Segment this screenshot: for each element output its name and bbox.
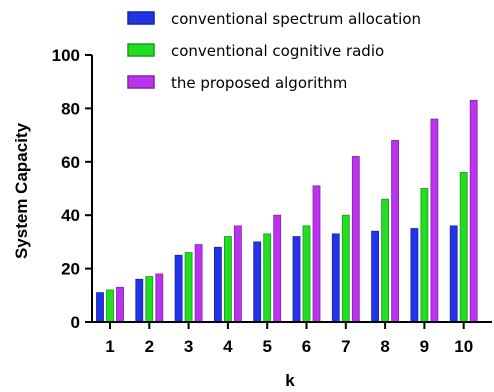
- bar-2-10: [459, 172, 468, 323]
- bar-1-5: [253, 241, 262, 323]
- bar-3-9: [430, 118, 439, 323]
- x-tick-label-1: 1: [105, 337, 114, 356]
- bar-1-4: [213, 246, 222, 323]
- x-tick-label-7: 7: [341, 337, 350, 356]
- x-tick-label-4: 4: [223, 337, 233, 356]
- bar-2-2: [145, 276, 154, 323]
- bar-3-5: [273, 214, 282, 323]
- y-axis-title: System Capacity: [12, 122, 31, 259]
- bar-3-4: [233, 225, 242, 323]
- legend-swatch-2: [127, 43, 155, 57]
- legend-label-1: conventional spectrum allocation: [171, 10, 421, 28]
- bar-1-8: [371, 230, 380, 323]
- bar-1-10: [449, 225, 458, 323]
- bar-1-7: [331, 233, 340, 323]
- x-axis: 1 2 3 4 5 6 7 8 9 10: [91, 321, 492, 356]
- bar-3-2: [155, 273, 164, 323]
- bar-1-3: [174, 254, 183, 323]
- legend: conventional spectrum allocation conventi…: [127, 10, 421, 92]
- legend-swatch-1: [127, 11, 155, 25]
- bar-2-3: [184, 252, 193, 323]
- bar-2-9: [420, 188, 429, 323]
- y-tick-label-20: 20: [61, 260, 80, 279]
- x-tick-label-6: 6: [302, 337, 311, 356]
- bar-2-5: [263, 233, 272, 323]
- y-tick-label-80: 80: [61, 99, 80, 118]
- x-axis-title: k: [285, 371, 295, 390]
- bar-2-6: [302, 225, 311, 323]
- bar-3-8: [391, 140, 400, 323]
- bar-2-8: [381, 198, 390, 323]
- x-tick-label-2: 2: [145, 337, 154, 356]
- y-tick-label-60: 60: [61, 153, 80, 172]
- bar-3-1: [116, 286, 124, 323]
- bar-1-6: [292, 236, 301, 323]
- legend-label-3: the proposed algorithm: [171, 74, 347, 92]
- x-tick-label-9: 9: [420, 337, 429, 356]
- bar-1-9: [410, 228, 419, 323]
- bar-group: [96, 99, 478, 323]
- x-tick-label-8: 8: [380, 337, 389, 356]
- bar-3-7: [351, 156, 360, 323]
- y-tick-label-100: 100: [52, 46, 80, 65]
- bar-2-7: [341, 214, 350, 323]
- y-axis: 0 20 40 60 80 100: [52, 46, 93, 332]
- legend-label-2: conventional cognitive radio: [171, 42, 384, 60]
- legend-swatch-3: [127, 75, 155, 89]
- bar-3-10: [469, 99, 478, 323]
- bar-2-1: [106, 289, 114, 323]
- bar-3-6: [312, 185, 321, 323]
- bar-3-3: [194, 244, 203, 323]
- x-tick-label-10: 10: [454, 337, 473, 356]
- y-tick-label-0: 0: [71, 313, 80, 332]
- y-tick-label-40: 40: [61, 206, 80, 225]
- bar-1-1: [96, 292, 104, 323]
- bar-2-4: [223, 236, 232, 323]
- bar-1-2: [135, 278, 144, 323]
- x-tick-label-3: 3: [184, 337, 193, 356]
- x-tick-label-5: 5: [262, 337, 271, 356]
